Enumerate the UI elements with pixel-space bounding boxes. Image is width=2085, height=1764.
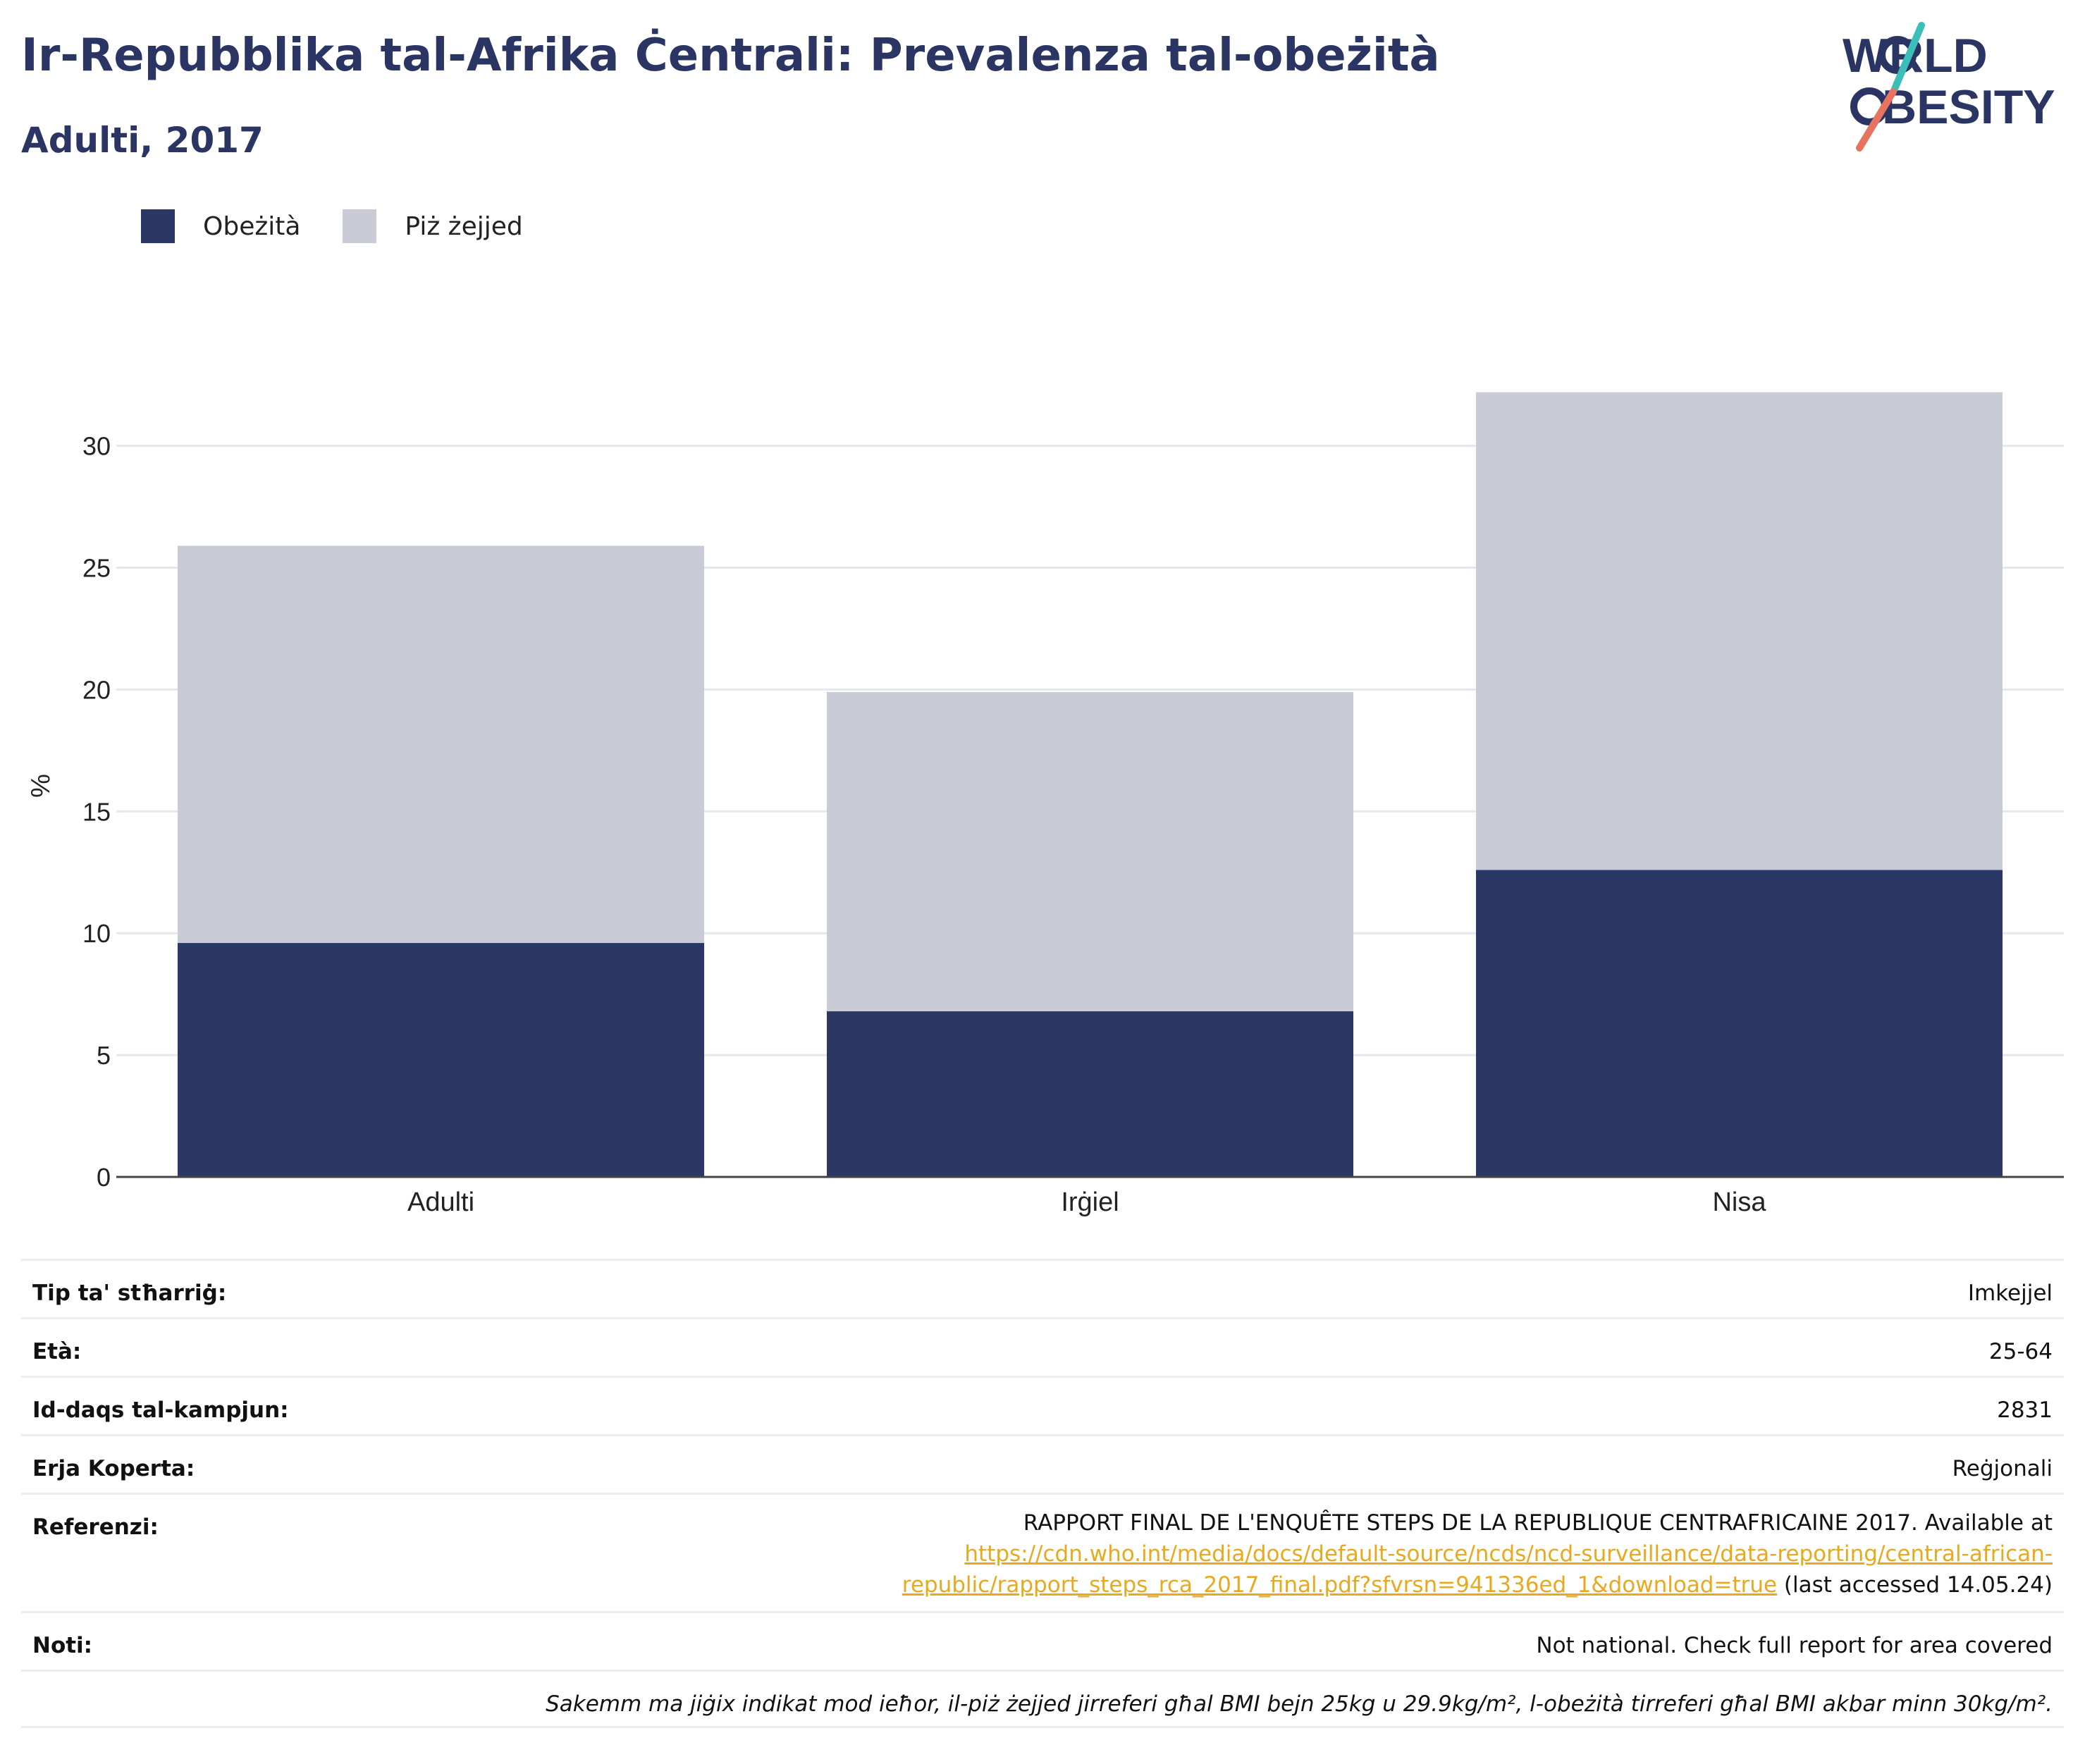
svg-text:BESITY: BESITY — [1882, 80, 2055, 134]
legend-swatch-overweight — [343, 209, 377, 243]
x-tick-label: Irġiel — [1061, 1188, 1119, 1217]
y-tick-label: 15 — [82, 797, 111, 826]
y-tick-label: 10 — [82, 919, 111, 948]
age-label: Età: — [32, 1339, 82, 1364]
footnote-text: Sakemm ma jiġix indikat mod ieħor, il-pi… — [546, 1691, 2053, 1717]
legend-item-overweight[interactable]: Piż żejjed — [343, 209, 523, 243]
survey-info-table: Tip ta' stħarriġ: Imkejjel Età: 25-64 Id… — [21, 1259, 2064, 1728]
info-row-age: Età: 25-64 — [21, 1317, 2064, 1376]
bar-obesity-2[interactable] — [1476, 870, 2003, 1177]
y-tick-label: 20 — [82, 675, 111, 704]
bar-overweight-2[interactable] — [1476, 392, 2003, 870]
survey-type-value: Imkejjel — [1967, 1281, 2053, 1306]
info-row-survey-type: Tip ta' stħarriġ: Imkejjel — [21, 1259, 2064, 1317]
page-subtitle: Adulti, 2017 — [21, 120, 264, 161]
reference-accessed: (last accessed 14.05.24) — [1777, 1572, 2053, 1598]
notes-value: Not national. Check full report for area… — [1536, 1633, 2053, 1658]
area-label: Erja Koperta: — [32, 1456, 195, 1481]
x-tick-label: Adulti — [407, 1188, 474, 1217]
page-title: Ir-Repubblika tal-Afrika Ċentrali: Preva… — [21, 30, 1440, 82]
y-tick-label: 0 — [97, 1163, 111, 1192]
bar-obesity-0[interactable] — [178, 943, 704, 1177]
legend-label-overweight: Piż żejjed — [405, 211, 523, 241]
y-axis-label: % — [26, 774, 56, 798]
age-value: 25-64 — [1988, 1339, 2053, 1364]
chart-legend: Obeżità Piż żejjed — [141, 209, 565, 243]
legend-swatch-obesity — [141, 209, 175, 243]
info-row-area: Erja Koperta: Reġjonali — [21, 1434, 2064, 1493]
notes-label: Noti: — [32, 1633, 93, 1658]
info-row-notes: Noti: Not national. Check full report fo… — [21, 1611, 2064, 1670]
x-tick-label: Nisa — [1712, 1188, 1766, 1217]
sample-size-value: 2831 — [1997, 1398, 2053, 1423]
bar-overweight-0[interactable] — [178, 545, 704, 944]
bar-overweight-1[interactable] — [827, 691, 1353, 1011]
references-value: RAPPORT FINAL DE L'ENQUÊTE STEPS DE LA R… — [902, 1495, 2064, 1600]
survey-type-label: Tip ta' stħarriġ: — [32, 1281, 227, 1306]
info-row-references: Referenzi: RAPPORT FINAL DE L'ENQUÊTE ST… — [21, 1493, 2064, 1611]
bar-obesity-1[interactable] — [827, 1011, 1353, 1177]
sample-size-label: Id-daqs tal-kampjun: — [32, 1398, 289, 1423]
info-row-footnote: Sakemm ma jiġix indikat mod ieħor, il-pi… — [21, 1670, 2064, 1728]
legend-label-obesity: Obeżità — [203, 211, 301, 241]
reference-text: RAPPORT FINAL DE L'ENQUÊTE STEPS DE LA R… — [1023, 1510, 2053, 1536]
y-tick-label: 25 — [82, 554, 111, 583]
y-tick-label: 5 — [97, 1041, 111, 1070]
legend-item-obesity[interactable]: Obeżità — [141, 209, 300, 243]
world-obesity-logo: W RLD BESITY — [1843, 22, 2055, 152]
stacked-bar-chart: 0 5 10 15 20 25 30% Adulti Irġiel Nisa — [26, 392, 2064, 1217]
references-label: Referenzi: — [32, 1515, 159, 1540]
info-row-sample-size: Id-daqs tal-kampjun: 2831 — [21, 1376, 2064, 1434]
reference-link-part2[interactable]: republic/rapport_steps_rca_2017_final.pd… — [902, 1572, 1778, 1598]
area-value: Reġjonali — [1952, 1456, 2053, 1481]
reference-link-part1[interactable]: https://cdn.who.int/media/docs/default-s… — [964, 1541, 2053, 1567]
y-tick-label: 30 — [82, 432, 111, 461]
